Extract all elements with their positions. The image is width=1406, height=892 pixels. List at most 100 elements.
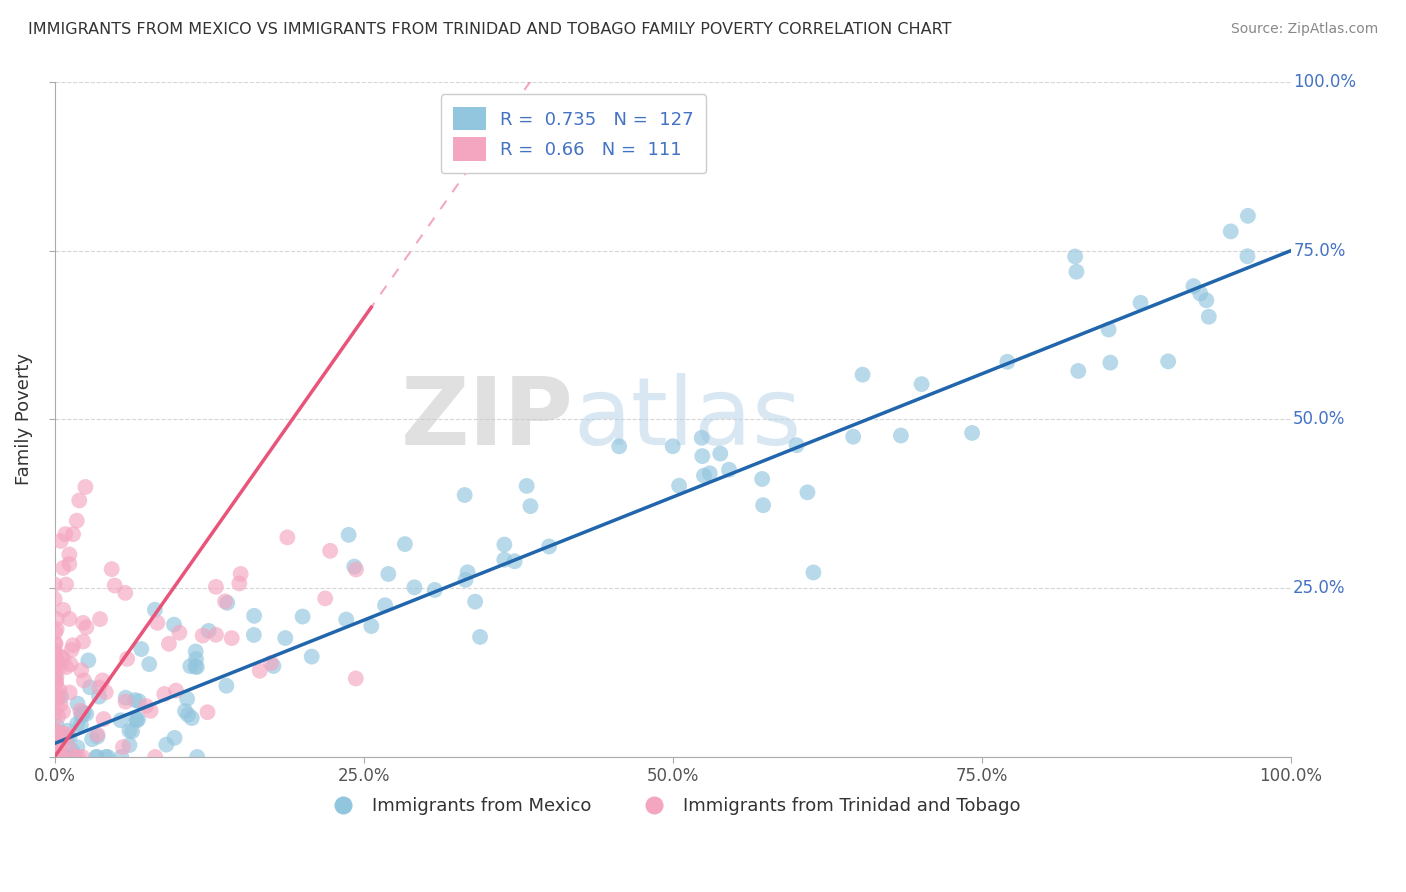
Point — [56, 723, 79, 738]
Point — [337, 528, 360, 542]
Point — [228, 576, 250, 591]
Point — [73, 706, 96, 720]
Point — [77, 653, 100, 667]
Point — [65, 750, 87, 764]
Point — [45, 676, 67, 690]
Point — [46, 724, 69, 739]
Point — [75, 620, 97, 634]
Text: Source: ZipAtlas.com: Source: ZipAtlas.com — [1230, 22, 1378, 37]
Point — [44, 750, 66, 764]
Point — [752, 498, 775, 512]
Point — [52, 727, 75, 741]
Point — [52, 705, 75, 719]
Point — [229, 566, 252, 581]
Point — [163, 731, 186, 745]
Point — [44, 723, 66, 738]
Point — [301, 649, 323, 664]
Point — [44, 706, 66, 720]
Point — [1067, 364, 1090, 378]
Point — [59, 730, 82, 744]
Point — [890, 428, 912, 442]
Point — [291, 609, 314, 624]
Point — [464, 595, 486, 609]
Point — [46, 750, 69, 764]
Point — [184, 644, 207, 658]
Point — [344, 562, 367, 576]
Point — [45, 719, 67, 733]
Point — [44, 637, 66, 651]
Point — [89, 612, 111, 626]
Point — [1182, 279, 1205, 293]
Point — [124, 693, 146, 707]
Point — [48, 750, 70, 764]
Point — [138, 657, 160, 672]
Point — [176, 692, 198, 706]
Point — [1195, 293, 1218, 308]
Point — [404, 580, 426, 594]
Point — [205, 580, 228, 594]
Point — [58, 557, 80, 571]
Point — [1219, 224, 1241, 238]
Point — [52, 561, 75, 575]
Point — [55, 750, 77, 764]
Point — [243, 628, 266, 642]
Point — [44, 745, 66, 759]
Point — [344, 672, 367, 686]
Point — [44, 577, 66, 591]
Point — [153, 687, 176, 701]
Point — [910, 377, 932, 392]
Point — [52, 750, 75, 764]
Point — [1157, 354, 1180, 368]
Point — [58, 548, 80, 562]
Point — [49, 750, 72, 764]
Point — [72, 750, 94, 764]
Point — [129, 642, 152, 657]
Point — [851, 368, 873, 382]
Point — [44, 636, 66, 650]
Point — [89, 690, 111, 704]
Point — [45, 622, 67, 636]
Point — [44, 750, 66, 764]
Point — [214, 594, 236, 608]
Point — [157, 637, 180, 651]
Point — [45, 686, 67, 700]
Point — [1097, 322, 1119, 336]
Point — [55, 728, 77, 742]
Point — [135, 698, 157, 713]
Point — [58, 740, 80, 755]
Point — [146, 615, 169, 630]
Point — [44, 647, 66, 661]
Point — [186, 660, 208, 674]
Point — [503, 554, 526, 568]
Point — [69, 704, 91, 718]
Point — [59, 685, 82, 699]
Point — [55, 660, 77, 674]
Point — [100, 562, 122, 576]
Point — [45, 675, 67, 690]
Point — [80, 732, 103, 747]
Text: atlas: atlas — [574, 374, 801, 466]
Point — [1236, 249, 1258, 263]
Point — [494, 552, 516, 566]
Text: 50.0%: 50.0% — [1294, 410, 1346, 428]
Point — [335, 613, 357, 627]
Point — [128, 694, 150, 708]
Point — [44, 659, 66, 673]
Point — [690, 431, 713, 445]
Point — [121, 724, 143, 739]
Point — [115, 652, 138, 666]
Point — [494, 538, 516, 552]
Text: ZIP: ZIP — [401, 374, 574, 466]
Point — [48, 750, 70, 764]
Point — [49, 750, 72, 764]
Point — [66, 740, 89, 755]
Point — [139, 704, 162, 718]
Point — [454, 573, 477, 587]
Point — [718, 463, 741, 477]
Point — [72, 634, 94, 648]
Point — [180, 711, 202, 725]
Point — [260, 656, 283, 670]
Point — [75, 480, 97, 494]
Point — [114, 695, 136, 709]
Point — [709, 446, 731, 460]
